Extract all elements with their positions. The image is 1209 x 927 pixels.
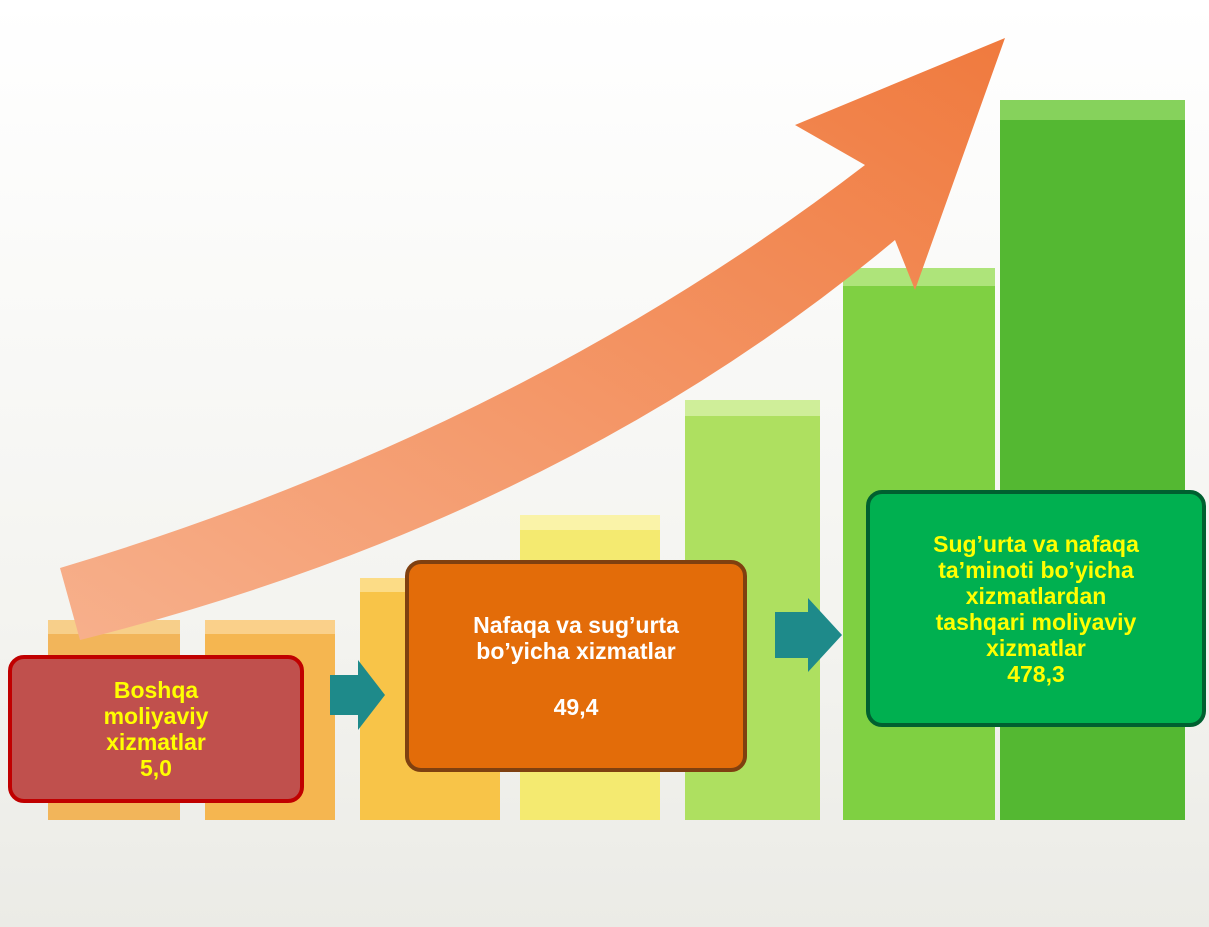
box-value: 478,3 — [1007, 660, 1065, 687]
box-text: Boshqa — [113, 677, 199, 703]
trend-arrow — [60, 38, 1005, 640]
box-value: 49,4 — [553, 694, 599, 720]
box-text: tashqari moliyaviy — [935, 608, 1137, 635]
box-text: bo’yicha xizmatlar — [476, 638, 676, 664]
box-text: Nafaqa va sug’urta — [473, 612, 679, 638]
box-text: ta’minoti bo’yicha — [938, 556, 1134, 583]
box-text: moliyaviy — [103, 703, 209, 729]
box-value: 5,0 — [140, 755, 172, 781]
connector-arrow — [330, 660, 385, 730]
box-text: xizmatlardan — [965, 582, 1107, 609]
box: Boshqa moliyaviy xizmatlar 5,0 — [8, 655, 304, 803]
box-text: xizmatlar — [986, 634, 1086, 661]
box: Nafaqa va sug’urta bo’yicha xizmatlar 49… — [405, 560, 747, 772]
connector-arrow — [775, 598, 842, 672]
box: Sug’urta va nafaqa ta’minoti bo’yicha xi… — [866, 490, 1206, 727]
box-text: Sug’urta va nafaqa — [933, 530, 1139, 557]
box-text: xizmatlar — [106, 729, 206, 755]
